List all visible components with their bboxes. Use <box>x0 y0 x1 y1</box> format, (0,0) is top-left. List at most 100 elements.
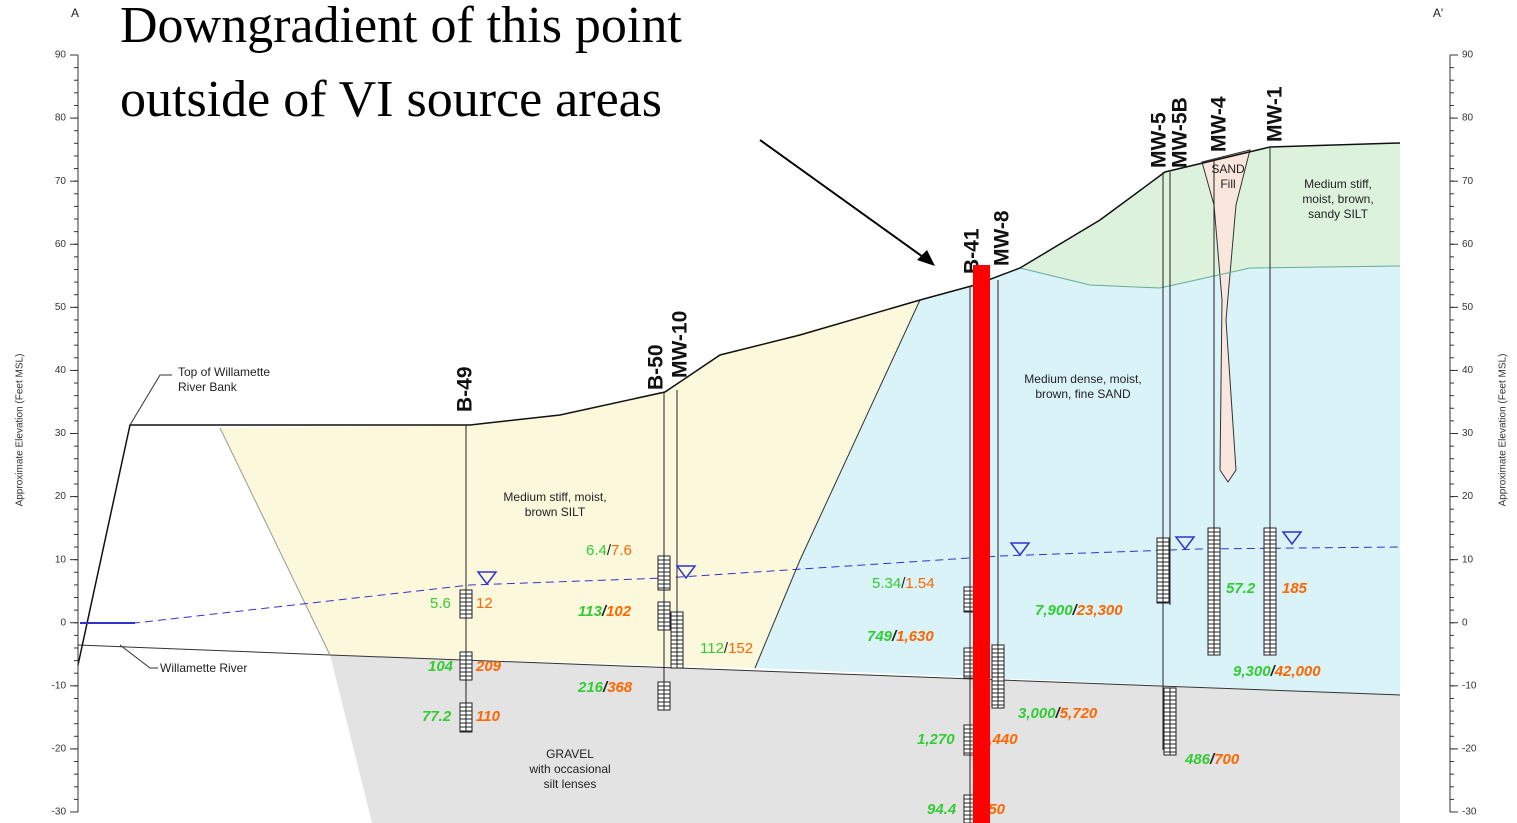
pce-value: 7.6 <box>611 542 632 559</box>
pce-value: 1,630 <box>896 628 934 645</box>
separator: / <box>1270 663 1277 680</box>
concentration: 112/152 <box>700 640 753 657</box>
well-name: MW-4 <box>1208 96 1231 152</box>
tick-label: -10 <box>1462 680 1477 691</box>
note: Willamette River <box>160 661 247 675</box>
tick-label: 20 <box>1462 491 1474 502</box>
separator: / <box>1072 602 1079 619</box>
separator: / <box>601 603 608 620</box>
tce-value: 5.34 <box>872 575 901 592</box>
pce-value: 102 <box>606 603 632 620</box>
soil-label: brown SILT <box>525 505 586 519</box>
concentration: 749/1,630 <box>867 628 934 645</box>
note: River Bank <box>178 380 238 394</box>
concentration: 486/700 <box>1184 751 1240 768</box>
concentration: 216/368 <box>577 679 633 696</box>
well-name: B-41 <box>961 228 984 274</box>
sandy-silt-zone <box>1020 143 1400 288</box>
soil-label: moist, brown, <box>1302 192 1373 206</box>
pce-value: 368 <box>607 679 633 696</box>
ground-surface <box>77 142 1401 666</box>
soil-label: silt lenses <box>544 777 597 791</box>
tick-label: 80 <box>1462 113 1474 124</box>
pce-value: 152 <box>728 640 753 657</box>
concentration: 94.4 <box>927 801 957 818</box>
sand-fill <box>1201 149 1251 483</box>
section-end: A' <box>1433 6 1443 20</box>
tick-label: 90 <box>55 50 67 61</box>
contact-line <box>1019 265 1401 289</box>
tick-label: -30 <box>1462 807 1477 818</box>
pce-value: 1.54 <box>905 575 934 592</box>
tce-value: 9,300 <box>1233 663 1271 680</box>
concentration: 77.2 <box>422 708 452 725</box>
contact-line <box>754 299 921 669</box>
pce-value: 42,000 <box>1274 663 1322 680</box>
tce-value: 112 <box>700 640 724 657</box>
concentration: 57.2 <box>1226 580 1256 597</box>
sand-zone <box>755 266 1400 695</box>
separator: / <box>607 542 612 559</box>
tick-label: 30 <box>1462 428 1474 439</box>
separator: / <box>602 679 609 696</box>
tick-label: 90 <box>1462 50 1474 61</box>
water-level <box>675 565 697 580</box>
soil-label: brown, fine SAND <box>1035 387 1131 401</box>
tce-value: 113 <box>578 603 603 620</box>
concentration: 104 <box>428 658 454 675</box>
tce-value: 486 <box>1184 751 1211 768</box>
pce-value: 5,720 <box>1060 705 1098 722</box>
tick-label: 40 <box>1462 365 1474 376</box>
tick-label: 60 <box>55 239 67 250</box>
tick-label: -30 <box>52 807 67 818</box>
soil-label: with occasional <box>528 762 610 776</box>
soil-label: GRAVEL <box>546 747 594 761</box>
tick-label: -10 <box>52 680 67 691</box>
separator: / <box>1055 705 1062 722</box>
concentration: 209 <box>475 658 502 675</box>
tick-label: 20 <box>55 491 67 502</box>
pce-value: 700 <box>1214 751 1240 768</box>
soil-label: Medium stiff, <box>1304 177 1372 191</box>
tick-label: 40 <box>55 365 67 376</box>
water-level <box>1009 542 1031 557</box>
tce-value: 1,270 <box>917 731 955 748</box>
well-name: MW-8 <box>991 210 1014 266</box>
tick-label: 70 <box>55 176 67 187</box>
arrow <box>759 139 931 263</box>
separator: / <box>724 640 729 657</box>
tce-value: 94.4 <box>927 801 957 818</box>
tick-label: 30 <box>55 428 67 439</box>
well-name: MW-5B <box>1169 97 1192 168</box>
separator: / <box>901 575 906 592</box>
tce-value: 104 <box>428 658 454 675</box>
tick-label: 80 <box>55 113 67 124</box>
concentration: 7,900/23,300 <box>1035 602 1123 619</box>
tick-label: -20 <box>1462 744 1477 755</box>
section-start: A <box>71 6 79 20</box>
concentration: 9,300/42,000 <box>1233 663 1321 680</box>
tick-label: 0 <box>60 617 66 628</box>
soil-label: SAND <box>1211 162 1245 176</box>
concentration: 3,000/5,720 <box>1018 705 1098 722</box>
concentration: 12 <box>476 595 493 612</box>
concentration: 5.34/1.54 <box>872 575 935 592</box>
concentration: 6.4/7.6 <box>586 542 632 559</box>
tce-value: 749 <box>867 628 893 645</box>
tce-value: 77.2 <box>422 708 452 725</box>
arrow-head <box>917 250 935 266</box>
callout: Downgradient of this point <box>120 0 682 54</box>
well-name: B-49 <box>454 366 477 412</box>
tick-label: -20 <box>52 744 67 755</box>
soil-label: Fill <box>1220 177 1235 191</box>
callout: outside of VI source areas <box>120 71 662 128</box>
well-name: MW-10 <box>669 311 692 378</box>
tce-value: 216 <box>577 679 604 696</box>
concentration: 113/102 <box>578 603 632 620</box>
separator: / <box>1209 751 1216 768</box>
tce-value: 5.6 <box>430 595 451 612</box>
concentration: 1,270 <box>917 731 955 748</box>
tce-value: 3,000 <box>1018 705 1056 722</box>
tce-value: 57.2 <box>1226 580 1256 597</box>
